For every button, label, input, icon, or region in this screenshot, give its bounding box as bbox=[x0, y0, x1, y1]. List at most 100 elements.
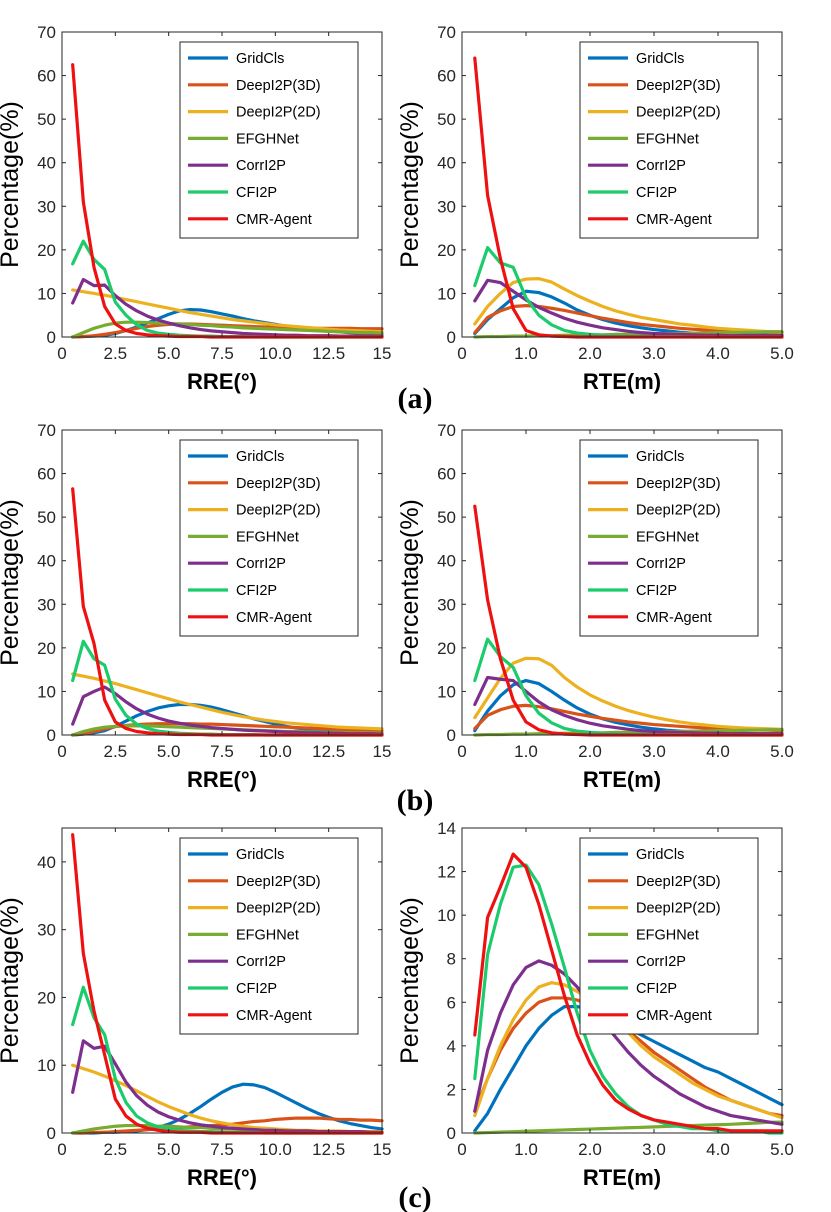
legend-entry: EFGHNet bbox=[636, 927, 699, 943]
x-axis-label: RTE(m) bbox=[583, 369, 661, 394]
chart-b-rre: 0 2.5 5.0 7.5 10.0 12.5 15 0 10 20 30 40 50 60 70 RRE(°… bbox=[0, 421, 391, 792]
chart-c-rte: 0 1.0 2.0 3.0 4.0 5.0 0 2 4 6 8 10 12 14 RTE(m) Percent… bbox=[396, 819, 794, 1190]
x-tick-label: 2.5 bbox=[104, 1140, 128, 1159]
y-tick-label: 0 bbox=[447, 726, 456, 745]
x-tick-label: 7.5 bbox=[210, 344, 234, 363]
axes-box bbox=[461, 827, 783, 1134]
legend-entry: CorrI2P bbox=[636, 158, 686, 174]
x-tick-label: 0 bbox=[57, 742, 66, 761]
legend-entry: GridCls bbox=[636, 847, 684, 863]
panel-label-b: (b) bbox=[397, 784, 434, 817]
y-axis-label: Percentage(%) bbox=[396, 101, 424, 268]
legend-entry: CMR-Agent bbox=[636, 212, 712, 228]
y-tick-label: 0 bbox=[447, 328, 456, 347]
x-tick-label: 5.0 bbox=[770, 1140, 794, 1159]
series-line-deepi2p-2d- bbox=[473, 277, 784, 334]
legend-entry: DeepI2P(3D) bbox=[636, 78, 721, 94]
legend-entry: DeepI2P(2D) bbox=[636, 901, 721, 917]
legend-entry: CMR-Agent bbox=[236, 610, 312, 626]
legend-entry: DeepI2P(3D) bbox=[636, 476, 721, 492]
x-tick-label: 5.0 bbox=[157, 1140, 181, 1159]
y-tick-label: 40 bbox=[437, 552, 456, 571]
legend: GridCls DeepI2P(3D) DeepI2P(2D) EFGHNet Corr… bbox=[179, 439, 359, 637]
y-axis-label: Percentage(%) bbox=[0, 499, 24, 666]
x-tick-label: 10.0 bbox=[259, 1140, 292, 1159]
legend-entry: CMR-Agent bbox=[236, 1008, 312, 1024]
x-tick-label: 5.0 bbox=[770, 742, 794, 761]
legend-entry: DeepI2P(2D) bbox=[236, 503, 321, 519]
y-tick-label: 70 bbox=[37, 23, 56, 42]
legend: GridCls DeepI2P(3D) DeepI2P(2D) EFGHNet Corr… bbox=[579, 41, 759, 239]
y-tick-label: 10 bbox=[437, 906, 456, 925]
y-tick-label: 40 bbox=[37, 154, 56, 173]
legend: GridCls DeepI2P(3D) DeepI2P(2D) EFGHNet Corr… bbox=[179, 41, 359, 239]
legend-entry: CFI2P bbox=[636, 981, 677, 997]
x-tick-label: 10.0 bbox=[259, 742, 292, 761]
y-tick-label: 70 bbox=[437, 421, 456, 440]
legend-entry: DeepI2P(3D) bbox=[636, 874, 721, 890]
y-axis-label: Percentage(%) bbox=[396, 499, 424, 666]
x-tick-label: 2.0 bbox=[578, 344, 602, 363]
y-tick-label: 0 bbox=[47, 328, 56, 347]
x-tick-label: 7.5 bbox=[210, 1140, 234, 1159]
y-tick-label: 70 bbox=[437, 23, 456, 42]
y-tick-label: 60 bbox=[437, 67, 456, 86]
legend-entry: EFGHNet bbox=[636, 529, 699, 545]
y-tick-label: 0 bbox=[47, 726, 56, 745]
legend-entry: GridCls bbox=[636, 51, 684, 67]
axes-box bbox=[461, 31, 783, 338]
legend-entry: DeepI2P(3D) bbox=[236, 78, 321, 94]
x-tick-label: 0 bbox=[457, 742, 466, 761]
x-tick-label: 1.0 bbox=[514, 1140, 538, 1159]
legend: GridCls DeepI2P(3D) DeepI2P(2D) EFGHNet Corr… bbox=[579, 837, 759, 1035]
y-tick-label: 0 bbox=[47, 1124, 56, 1143]
x-tick-label: 7.5 bbox=[210, 742, 234, 761]
legend-entry: DeepI2P(2D) bbox=[236, 901, 321, 917]
x-axis-label: RTE(m) bbox=[583, 1165, 661, 1190]
legend-entry: CMR-Agent bbox=[236, 212, 312, 228]
y-tick-label: 30 bbox=[437, 197, 456, 216]
y-tick-label: 2 bbox=[447, 1080, 456, 1099]
panel-label-c: (c) bbox=[398, 1181, 431, 1212]
legend-box bbox=[179, 41, 359, 239]
legend: GridCls DeepI2P(3D) DeepI2P(2D) EFGHNet Corr… bbox=[579, 439, 759, 637]
x-tick-label: 2.5 bbox=[104, 344, 128, 363]
x-tick-label: 12.5 bbox=[312, 1140, 345, 1159]
x-tick-label: 3.0 bbox=[642, 344, 666, 363]
x-axis-label: RRE(°) bbox=[187, 369, 257, 394]
x-tick-label: 3.0 bbox=[642, 1140, 666, 1159]
x-tick-label: 5.0 bbox=[157, 344, 181, 363]
y-tick-label: 8 bbox=[447, 950, 456, 969]
legend-entry: GridCls bbox=[236, 449, 284, 465]
y-tick-label: 20 bbox=[437, 241, 456, 260]
x-tick-label: 5.0 bbox=[770, 344, 794, 363]
y-tick-label: 60 bbox=[37, 67, 56, 86]
legend-entry: DeepI2P(3D) bbox=[236, 476, 321, 492]
y-axis-label: Percentage(%) bbox=[396, 897, 424, 1064]
series-line-deepi2p-2d- bbox=[71, 288, 384, 334]
legend-entry: EFGHNet bbox=[636, 131, 699, 147]
chart-a-rte: 0 1.0 2.0 3.0 4.0 5.0 0 10 20 30 40 50 60 70 RTE(m) Per… bbox=[396, 23, 794, 394]
x-axis-label: RRE(°) bbox=[187, 1165, 257, 1190]
y-tick-label: 12 bbox=[437, 863, 456, 882]
legend-entry: DeepI2P(2D) bbox=[236, 105, 321, 121]
axes-box bbox=[461, 429, 783, 736]
legend-entry: EFGHNet bbox=[236, 529, 299, 545]
series-line-deepi2p-2d- bbox=[473, 656, 784, 731]
y-tick-label: 50 bbox=[37, 110, 56, 129]
y-tick-label: 4 bbox=[447, 1037, 456, 1056]
x-tick-label: 5.0 bbox=[157, 742, 181, 761]
y-tick-label: 40 bbox=[37, 552, 56, 571]
chart-a-rre: 0 2.5 5.0 7.5 10.0 12.5 15 0 10 20 30 40 50 60 70 RRE(°… bbox=[0, 23, 391, 394]
legend-entry: CorrI2P bbox=[236, 556, 286, 572]
x-tick-label: 0 bbox=[457, 1140, 466, 1159]
y-tick-label: 60 bbox=[37, 465, 56, 484]
legend-box bbox=[579, 41, 759, 239]
y-tick-label: 30 bbox=[37, 921, 56, 940]
x-tick-label: 3.0 bbox=[642, 742, 666, 761]
x-tick-label: 15 bbox=[373, 1140, 392, 1159]
y-tick-label: 30 bbox=[37, 197, 56, 216]
x-tick-label: 12.5 bbox=[312, 742, 345, 761]
y-tick-label: 40 bbox=[37, 853, 56, 872]
